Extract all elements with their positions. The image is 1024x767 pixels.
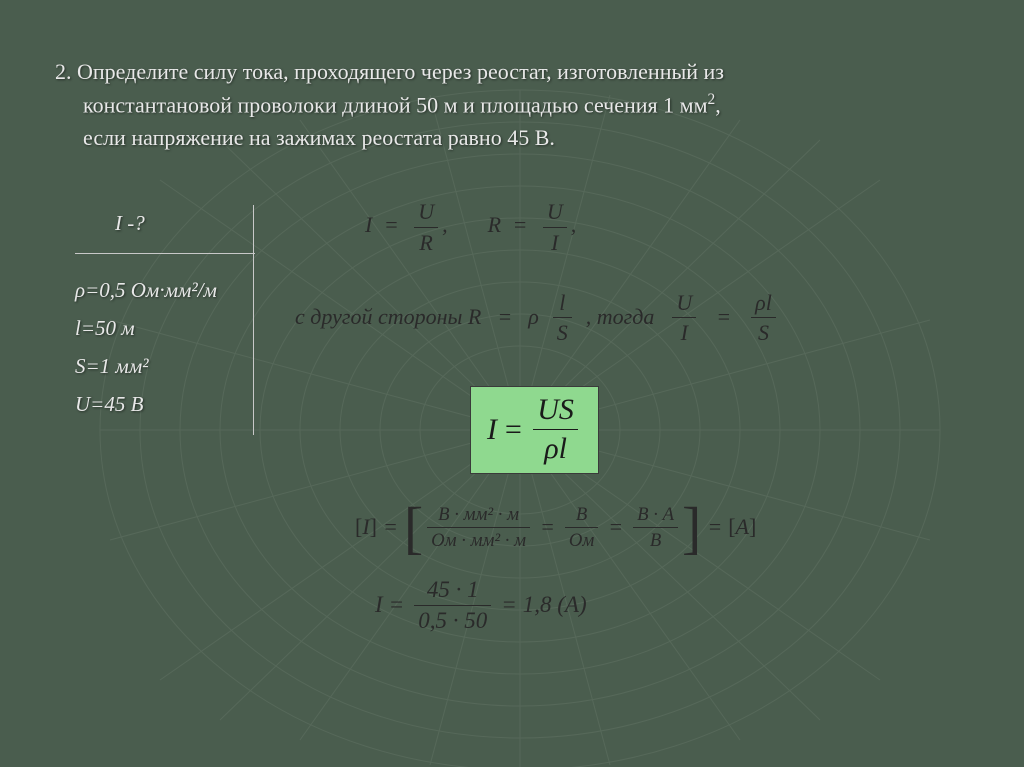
final-den: ρl [540, 432, 571, 467]
eq1-den: R [415, 230, 436, 255]
unknown-var: I -? [75, 199, 255, 254]
final-formula-box: I = US ρl [470, 386, 599, 474]
row2-den2: I [677, 320, 692, 345]
eq2-num: U [543, 199, 567, 224]
final-num: US [533, 393, 578, 428]
formula-row-2: с другой стороны R = ρ l S , тогда U I =… [295, 290, 959, 346]
problem-line2: константановой проволоки длиной 50 м и п… [83, 92, 708, 117]
work-area: I -? ρ=0,5 Ом·мм²/м l=50 м S=1 мм² U=45 … [55, 199, 959, 634]
calc-lhs: I [375, 589, 383, 621]
calc-den: 0,5 · 50 [414, 608, 491, 634]
dim-f3-den: В [646, 530, 665, 552]
dim-f1-num: В · мм² · м [434, 504, 523, 526]
dim-f2-den: Ом [565, 530, 598, 552]
given-block: I -? ρ=0,5 Ом·мм²/м l=50 м S=1 мм² U=45 … [55, 199, 255, 634]
eq1-num: U [414, 199, 438, 224]
numeric-calc: I = 45 · 1 0,5 · 50 = 1,8 (А) [375, 577, 959, 635]
final-lhs: I [487, 409, 497, 451]
row2-num3: ρl [751, 290, 776, 315]
given-voltage: U=45 В [75, 386, 255, 424]
eq1-lhs: I [365, 212, 372, 237]
dim-rhs: А [736, 512, 749, 543]
row2-num1: l [555, 290, 569, 315]
formula-row-1: I = U R , R = U I , [365, 199, 959, 255]
slide-content: 2. Определите силу тока, проходящего чер… [0, 0, 1024, 634]
problem-line2-end: , [715, 92, 721, 117]
dim-lhs: I [362, 512, 369, 543]
problem-line3: если напряжение на зажимах реостата равн… [55, 121, 959, 154]
row2-den3: S [754, 320, 773, 345]
solution-block: I = U R , R = U I , [295, 199, 959, 634]
eq2-den: I [547, 230, 562, 255]
problem-statement: 2. Определите силу тока, проходящего чер… [55, 55, 959, 154]
eq2-lhs: R [488, 212, 501, 237]
given-length: l=50 м [75, 310, 255, 348]
problem-line1: 2. Определите силу тока, проходящего чер… [55, 59, 724, 84]
dim-f3-num: В · А [633, 504, 678, 526]
given-area: S=1 мм² [75, 348, 255, 386]
row2-num2: U [672, 290, 696, 315]
row2-text2: , тогда [586, 302, 655, 333]
dim-f2-num: В [572, 504, 591, 526]
calc-num: 45 · 1 [423, 577, 483, 603]
row2-text1: с другой стороны R [295, 302, 481, 333]
row2-rho: ρ [528, 302, 539, 333]
row2-den1: S [553, 320, 572, 345]
calc-result: 1,8 (А) [523, 589, 587, 621]
dimension-analysis: [I] = [ В · мм² · м Ом · мм² · м = В Ом … [355, 504, 959, 552]
dim-f1-den: Ом · мм² · м [427, 530, 530, 552]
given-rho: ρ=0,5 Ом·мм²/м [75, 272, 255, 310]
